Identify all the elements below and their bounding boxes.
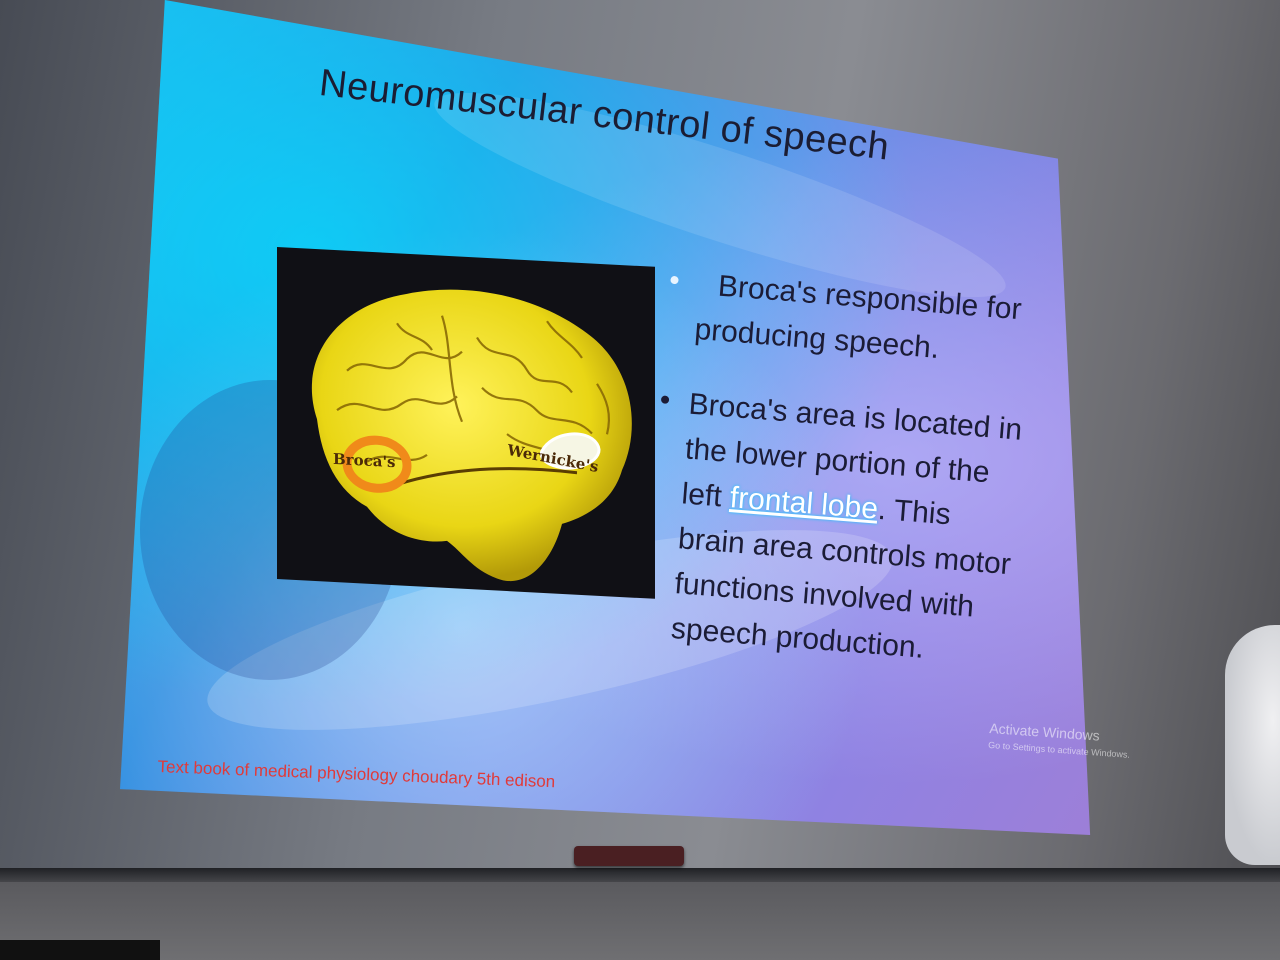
foreground-shadow: [0, 940, 160, 960]
bullet-list: Broca's responsible for producing speech…: [660, 262, 1039, 707]
board-eraser: [574, 846, 684, 866]
brain-illustration: [311, 289, 632, 582]
brain-shape: [311, 289, 632, 582]
wall-below-board: [0, 882, 1280, 960]
bullet-item: Broca's area is located in the lower por…: [660, 382, 1029, 678]
broca-area-label: Broca's: [333, 449, 396, 472]
whiteboard-tray: [0, 868, 1280, 882]
person-shoulder: [1225, 625, 1280, 865]
brain-figure: Broca's Wernicke's: [277, 247, 655, 599]
bullet-text: Broca's responsible for producing speech…: [693, 269, 1023, 365]
wernicke-area-marker: [539, 432, 601, 470]
broca-area-marker: [342, 435, 412, 493]
frontal-lobe-link[interactable]: frontal lobe: [728, 481, 880, 526]
